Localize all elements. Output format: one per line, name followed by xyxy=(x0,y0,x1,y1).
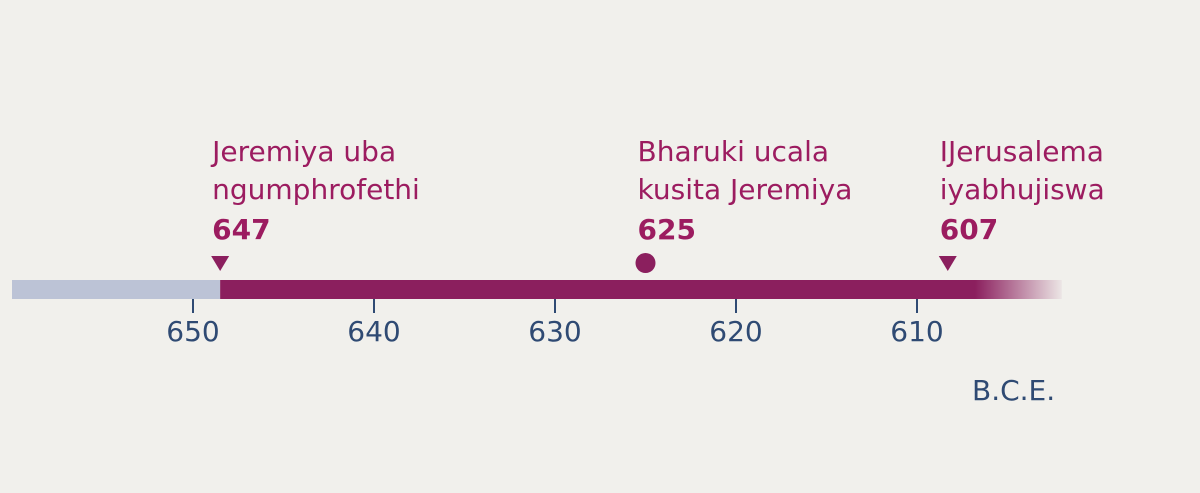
tick-label: 640 xyxy=(347,315,401,348)
event-label-line: Bharuki ucala xyxy=(637,135,830,168)
active-period-bar xyxy=(220,280,975,299)
event-year: 607 xyxy=(939,213,999,246)
active-period-fade xyxy=(975,280,1062,299)
era-label: B.C.E. xyxy=(972,374,1056,407)
timeline-ticks xyxy=(192,299,918,313)
tick-label: 610 xyxy=(890,315,944,348)
event-label: IJerusalema iyabhujiswa xyxy=(940,133,1105,209)
event-label: Jeremiya uba ngumphrofethi xyxy=(212,133,420,209)
event-label-line: iyabhujiswa xyxy=(939,173,1105,206)
event-label-line: IJerusalema xyxy=(939,135,1104,168)
preceding-period-bar xyxy=(12,280,221,299)
event-triangle-marker xyxy=(938,256,957,271)
timeline-bars xyxy=(12,280,1062,299)
event-label-line: ngumphrofethi xyxy=(212,173,420,206)
event-triangle-marker xyxy=(211,256,230,271)
event-label: Bharuki ucala kusita Jeremiya xyxy=(638,133,853,209)
event-label-line: kusita Jeremiya xyxy=(637,173,853,206)
event-circle-marker xyxy=(635,253,656,273)
event-year: 647 xyxy=(212,213,271,246)
tick-label: 620 xyxy=(709,315,763,348)
event-markers xyxy=(211,253,957,273)
tick-label: 630 xyxy=(528,315,582,348)
tick-label: 650 xyxy=(166,315,220,348)
event-year: 625 xyxy=(637,213,696,246)
event-label-line: Jeremiya uba xyxy=(212,135,397,168)
